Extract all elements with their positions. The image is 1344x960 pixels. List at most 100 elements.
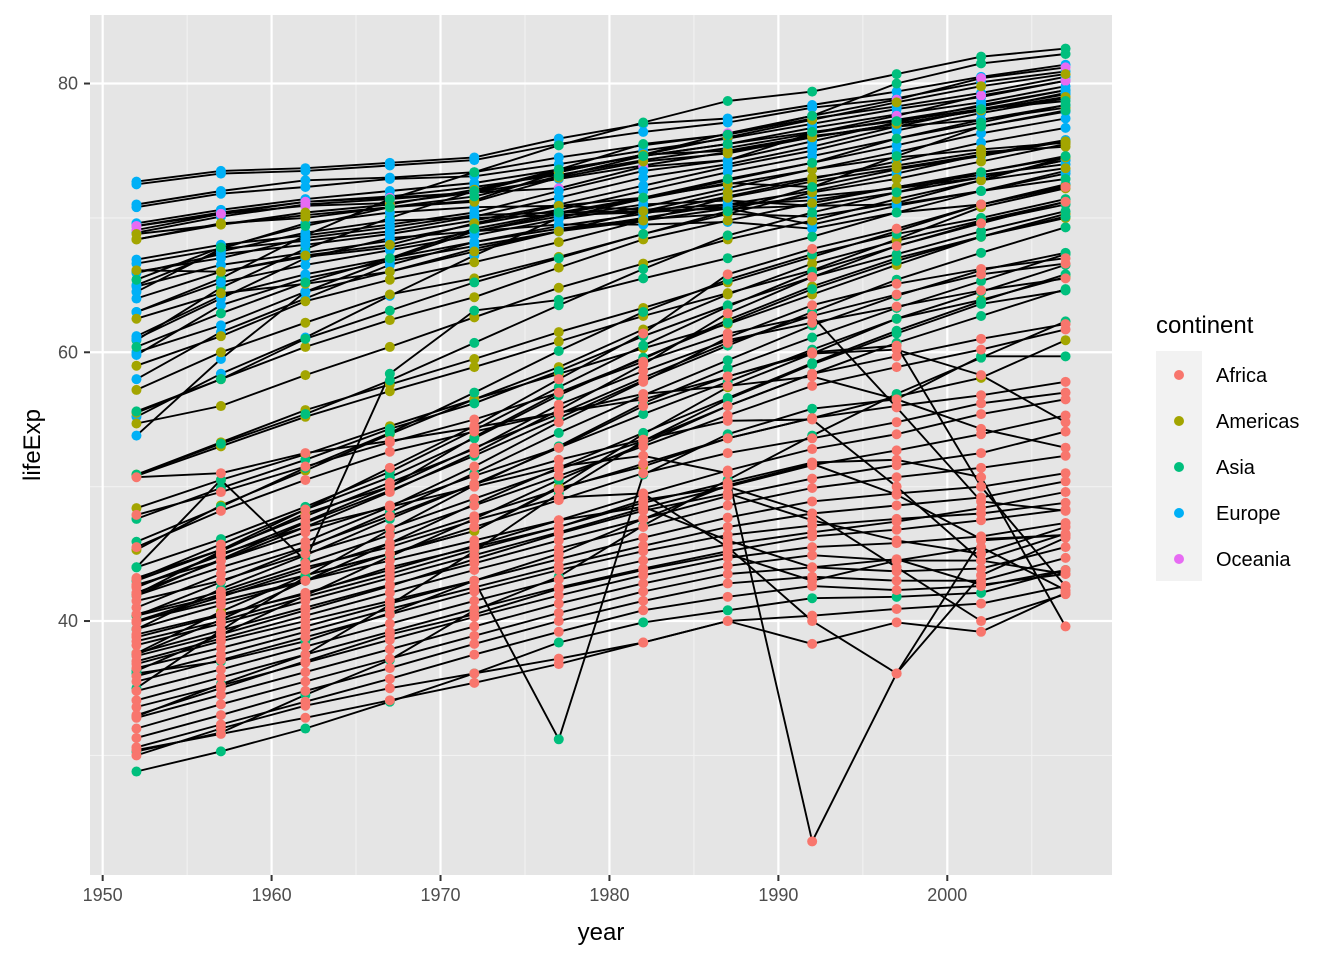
data-point <box>1060 542 1071 553</box>
data-point <box>976 285 987 296</box>
data-point <box>131 333 142 344</box>
data-point <box>215 569 226 579</box>
country-line <box>136 184 1066 476</box>
data-point <box>215 168 226 179</box>
data-point <box>131 745 142 756</box>
data-point <box>638 372 649 383</box>
data-point <box>807 473 818 484</box>
y-axis-ticks: 40 60 80 <box>58 74 90 631</box>
data-point <box>722 317 733 328</box>
data-point <box>553 345 564 356</box>
data-point <box>807 332 818 343</box>
country-line <box>136 140 1066 367</box>
data-point <box>1060 139 1071 149</box>
data-point <box>215 277 226 288</box>
data-point <box>722 355 733 366</box>
data-point <box>215 672 226 683</box>
data-point <box>891 255 902 266</box>
data-point <box>131 406 142 417</box>
data-point <box>807 86 818 97</box>
data-point <box>215 505 226 516</box>
data-point <box>300 212 311 223</box>
data-point <box>891 489 902 500</box>
data-point <box>1060 450 1071 461</box>
data-point <box>638 605 649 616</box>
data-point <box>469 638 480 649</box>
x-axis-ticks: 1950 1960 1970 1980 1990 2000 <box>83 875 967 905</box>
data-point <box>807 243 818 254</box>
data-point <box>722 477 733 488</box>
data-point <box>722 605 733 616</box>
data-point <box>638 555 649 566</box>
data-point <box>722 308 733 319</box>
country-line <box>136 97 1066 274</box>
data-point <box>976 626 987 637</box>
data-point <box>891 351 902 362</box>
country-line <box>136 169 1066 354</box>
data-point <box>131 766 142 777</box>
data-point <box>976 579 987 590</box>
data-point <box>469 414 480 425</box>
data-point <box>553 470 564 481</box>
country-line <box>136 110 1066 300</box>
data-point <box>976 90 987 101</box>
data-point <box>807 836 818 847</box>
country-line <box>136 156 1066 414</box>
data-point <box>215 347 226 358</box>
data-point <box>131 313 142 324</box>
data-point <box>638 263 649 274</box>
data-point <box>384 427 395 438</box>
y-tick-label: 60 <box>58 342 78 362</box>
data-point <box>891 151 902 162</box>
data-point <box>131 702 142 713</box>
country-lines <box>135 47 1067 843</box>
country-line <box>136 226 1066 597</box>
data-point <box>384 569 395 579</box>
data-point <box>807 182 818 192</box>
data-point <box>976 247 987 258</box>
data-point <box>384 618 395 629</box>
country-line <box>136 126 1066 338</box>
data-point <box>131 650 142 661</box>
data-point <box>976 121 987 132</box>
legend-label-europe: Europe <box>1216 503 1281 525</box>
data-point <box>638 564 649 575</box>
data-point <box>553 282 564 293</box>
data-point <box>638 340 649 351</box>
data-point <box>976 616 987 627</box>
data-point <box>215 331 226 342</box>
data-point <box>891 535 902 546</box>
data-point <box>807 575 818 586</box>
country-line <box>136 344 1067 594</box>
data-point <box>638 488 649 499</box>
country-line <box>136 63 1066 183</box>
data-point <box>469 387 480 398</box>
country-line <box>136 210 1066 520</box>
data-point <box>300 317 311 328</box>
data-point <box>807 207 818 218</box>
data-point <box>976 175 987 186</box>
data-point <box>131 384 142 395</box>
data-point <box>976 398 987 409</box>
data-point <box>722 192 733 203</box>
data-point <box>976 542 987 553</box>
data-point <box>300 277 311 288</box>
data-point <box>638 521 649 532</box>
data-point <box>300 723 311 734</box>
country-line <box>136 462 1066 665</box>
data-point <box>722 206 733 217</box>
data-point <box>891 362 902 373</box>
y-axis-title: lifeExp <box>19 409 46 481</box>
data-point <box>215 218 226 229</box>
data-point <box>891 575 902 586</box>
data-point <box>131 582 142 593</box>
data-point <box>976 167 987 178</box>
data-point <box>976 104 987 115</box>
data-point <box>553 427 564 438</box>
data-point <box>553 253 564 264</box>
data-point <box>891 207 902 218</box>
country-line <box>136 454 1066 663</box>
country-line <box>136 546 1066 730</box>
data-point <box>469 354 480 364</box>
data-point <box>722 415 733 426</box>
